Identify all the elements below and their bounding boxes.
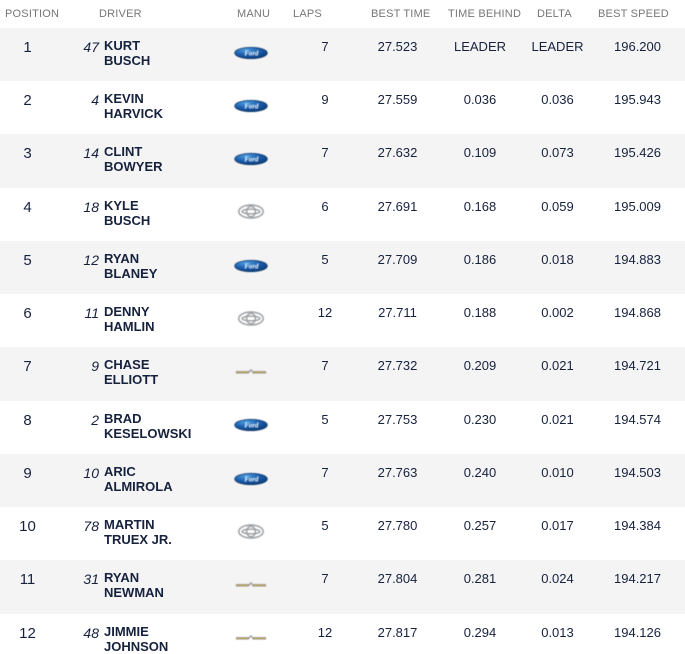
svg-text:Ford: Ford — [244, 50, 259, 57]
svg-text:Ford: Ford — [244, 423, 259, 430]
svg-text:Ford: Ford — [244, 476, 259, 483]
svg-text:Ford: Ford — [244, 103, 259, 110]
svg-text:Ford: Ford — [244, 263, 259, 270]
svg-text:Ford: Ford — [244, 157, 259, 164]
